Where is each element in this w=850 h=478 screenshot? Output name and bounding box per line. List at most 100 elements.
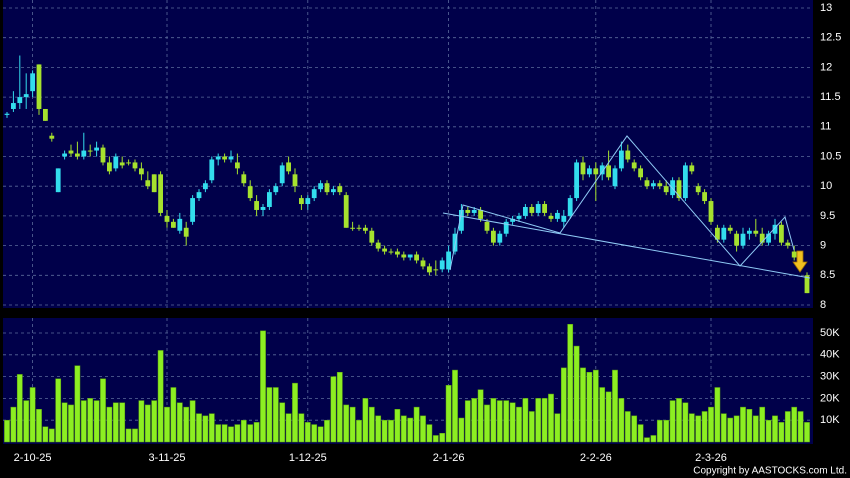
candle-body bbox=[503, 221, 509, 234]
candle-body bbox=[695, 186, 701, 193]
candle-body bbox=[740, 233, 746, 246]
candle-body bbox=[612, 168, 618, 187]
volume-bar bbox=[151, 400, 158, 443]
y-tick-label: 8 bbox=[820, 299, 826, 311]
volume-bar bbox=[298, 413, 305, 443]
candle-body bbox=[587, 168, 592, 175]
candle-body bbox=[81, 150, 87, 157]
candle-body bbox=[715, 227, 720, 240]
candle-body bbox=[689, 165, 695, 172]
candle-body bbox=[107, 162, 112, 172]
volume-bar bbox=[567, 324, 574, 443]
volume-bar bbox=[720, 413, 727, 443]
candle-body bbox=[465, 209, 471, 213]
candle-body bbox=[190, 198, 195, 222]
candle-body bbox=[356, 227, 362, 229]
volume-bar bbox=[170, 387, 177, 443]
arrow-icon bbox=[792, 250, 808, 273]
volume-bar bbox=[336, 371, 343, 443]
y-tick-label: 11 bbox=[820, 121, 831, 133]
volume-bar bbox=[772, 415, 778, 443]
volume-bar bbox=[55, 378, 62, 443]
candle-body bbox=[779, 224, 784, 243]
candle-body bbox=[151, 174, 157, 193]
volume-bar bbox=[106, 406, 113, 443]
candle-body bbox=[324, 183, 330, 193]
candle-body bbox=[395, 251, 400, 255]
volume-bar bbox=[624, 411, 631, 443]
volume-bar bbox=[656, 419, 663, 443]
volume-bar bbox=[413, 406, 420, 443]
candle-body bbox=[651, 183, 656, 187]
volume-bar bbox=[541, 398, 548, 443]
volume-bar bbox=[356, 419, 362, 443]
volume-bar bbox=[535, 398, 542, 443]
candle-body bbox=[235, 162, 240, 169]
candle-body bbox=[599, 165, 605, 175]
y-tick-label: 10 bbox=[820, 180, 832, 192]
price-panel bbox=[3, 0, 813, 308]
candle-body bbox=[350, 227, 355, 229]
volume-bar bbox=[420, 415, 426, 443]
candle-body bbox=[11, 103, 16, 109]
volume-bar bbox=[509, 402, 516, 443]
y-tick-label: 12.5 bbox=[820, 32, 841, 44]
y-tick-label: 8.5 bbox=[820, 269, 835, 281]
y-tick-label: 9.5 bbox=[820, 210, 835, 222]
volume-bar bbox=[48, 428, 55, 443]
candle-body bbox=[209, 159, 215, 181]
volume-bar bbox=[784, 411, 791, 443]
candle-body bbox=[49, 135, 55, 139]
volume-bar bbox=[240, 419, 247, 443]
candle-body bbox=[113, 156, 119, 169]
y-tick-label: 11.5 bbox=[820, 91, 841, 103]
x-tick-label: 3-11-25 bbox=[148, 452, 185, 464]
volume-bar bbox=[631, 415, 638, 443]
candle-body bbox=[727, 227, 733, 231]
volume-bar bbox=[304, 422, 311, 443]
candle-body bbox=[286, 162, 291, 172]
volume-bar bbox=[183, 406, 190, 443]
x-tick-label: 2-1-26 bbox=[433, 452, 465, 464]
candle-body bbox=[580, 162, 586, 175]
volume-bar bbox=[452, 369, 458, 443]
candle-body bbox=[638, 168, 643, 178]
y-tick-label: 10.5 bbox=[820, 150, 841, 162]
volume-bar bbox=[247, 424, 254, 443]
volume-bar bbox=[400, 415, 407, 443]
volume-bar bbox=[285, 413, 292, 443]
volume-bar bbox=[4, 419, 10, 443]
volume-bar bbox=[708, 406, 714, 443]
volume-bar bbox=[100, 378, 106, 443]
volume-bar bbox=[477, 389, 484, 443]
volume-bar bbox=[548, 393, 554, 443]
candle-body bbox=[36, 64, 42, 109]
volume-bar bbox=[36, 409, 42, 443]
candle-body bbox=[100, 147, 106, 163]
x-tick-label: 2-10-25 bbox=[14, 452, 52, 464]
y-tick-label: 50K bbox=[820, 327, 840, 339]
volume-bar bbox=[752, 415, 759, 443]
volume-bar bbox=[797, 411, 804, 443]
volume-bar bbox=[266, 387, 273, 443]
candle-body bbox=[663, 186, 669, 193]
volume-bar bbox=[599, 387, 606, 443]
candle-body bbox=[17, 97, 23, 104]
volume-bar bbox=[580, 367, 586, 443]
volume-bar bbox=[733, 415, 740, 443]
volume-bar bbox=[157, 350, 164, 443]
candle-body bbox=[439, 260, 445, 270]
volume-bar bbox=[394, 409, 401, 443]
candle-body bbox=[497, 233, 503, 243]
volume-bar bbox=[471, 398, 478, 443]
volume-bar bbox=[676, 398, 682, 443]
volume-bar bbox=[522, 398, 529, 443]
volume-bar bbox=[688, 413, 695, 443]
candle-body bbox=[529, 206, 535, 213]
volume-bar bbox=[221, 424, 228, 443]
layer: 2-10-25 3-11-25 1-12-25 2-1-26 2-2-26 2-3-26 8… bbox=[3, 0, 841, 464]
candle-body bbox=[196, 192, 202, 199]
candle-body bbox=[382, 248, 387, 252]
volume-bar bbox=[202, 415, 209, 443]
candle-body bbox=[292, 174, 298, 187]
